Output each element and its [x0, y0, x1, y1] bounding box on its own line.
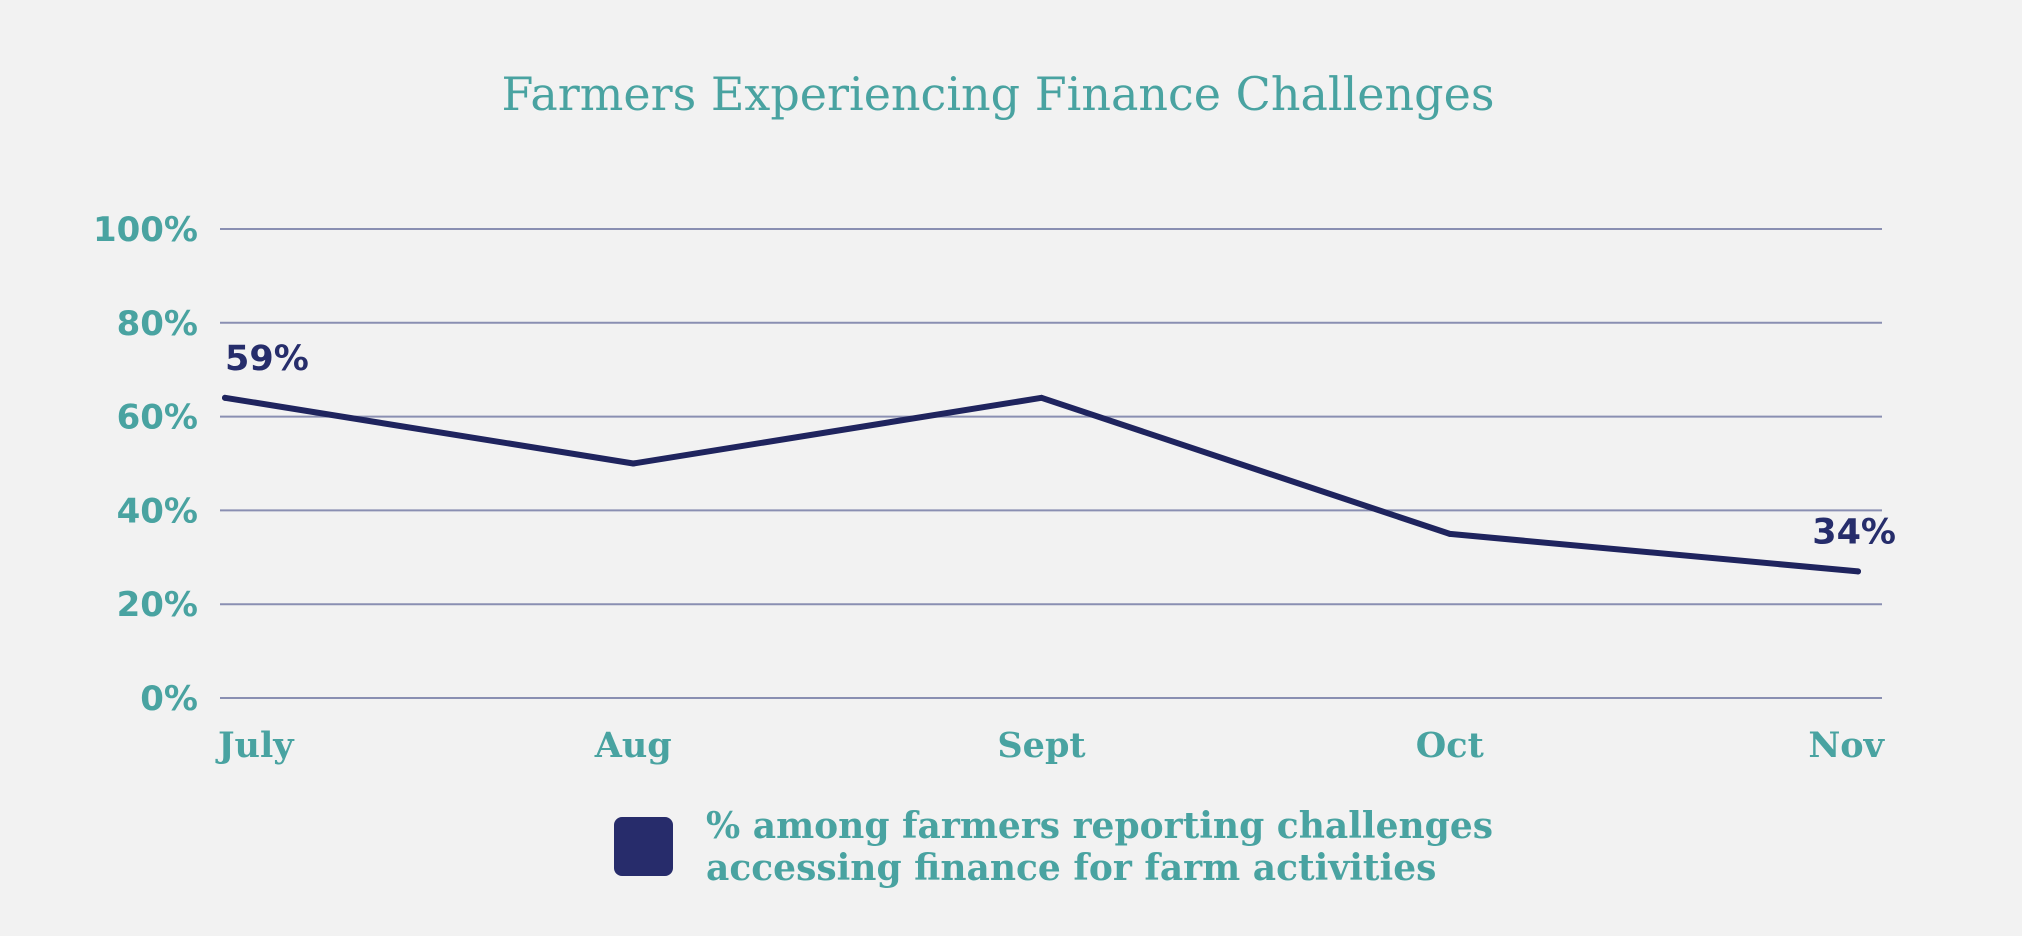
- data-point-nov: [1855, 568, 1861, 575]
- y-tick-label-60: 60%: [117, 398, 198, 438]
- x-axis-ticks: July Aug Sept Oct Nov: [215, 725, 1886, 766]
- x-tick-label-july: July: [215, 725, 295, 766]
- x-tick-label-aug: Aug: [594, 725, 672, 766]
- data-point-july: [222, 394, 228, 401]
- y-tick-label-20: 20%: [117, 585, 198, 625]
- data-point-sept: [1038, 394, 1045, 401]
- series: [222, 394, 1861, 575]
- gridlines: [220, 228, 1882, 699]
- legend-swatch: [614, 817, 673, 876]
- y-tick-label-40: 40%: [117, 491, 198, 531]
- data-label-nov: 34%: [1812, 512, 1896, 552]
- legend-label-line-1: % among farmers reporting challenges: [706, 805, 1493, 847]
- y-tick-label-0: 0%: [140, 679, 198, 719]
- y-axis-ticks: 0% 20% 40% 60% 80% 100%: [93, 210, 198, 719]
- legend: % among farmers reporting challenges acc…: [614, 805, 1493, 889]
- legend-label-line-2: accessing finance for farm activities: [706, 847, 1436, 889]
- series-line-0: [222, 394, 1861, 575]
- chart-title: Farmers Experiencing Finance Challenges: [502, 67, 1495, 121]
- data-point-aug: [630, 460, 637, 467]
- y-tick-label-100: 100%: [93, 210, 198, 250]
- x-tick-label-nov: Nov: [1808, 725, 1885, 766]
- x-tick-label-sept: Sept: [997, 725, 1085, 766]
- data-labels: 59% 34%: [225, 339, 1896, 553]
- data-point-oct: [1446, 530, 1453, 537]
- x-tick-label-oct: Oct: [1416, 725, 1484, 766]
- y-tick-label-80: 80%: [117, 304, 198, 344]
- data-label-july: 59%: [225, 339, 309, 379]
